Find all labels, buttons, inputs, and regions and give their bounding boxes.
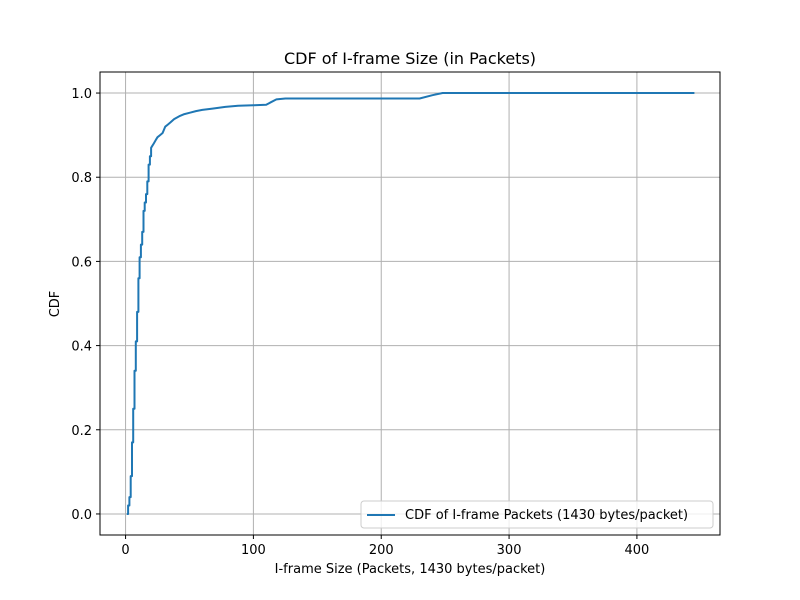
y-tick-label: 1.0: [71, 87, 92, 102]
x-tick-label: 100: [241, 543, 266, 558]
plot-frame: [99, 71, 721, 536]
x-tick-label: 400: [624, 543, 649, 558]
x-axis-label: I-frame Size (Packets, 1430 bytes/packet…: [275, 562, 546, 577]
y-tick-label: 0.8: [71, 171, 92, 186]
y-axis-label: CDF: [48, 291, 63, 318]
legend: CDF of I-frame Packets (1430 bytes/packe…: [360, 500, 714, 529]
x-tick-label: 200: [369, 543, 394, 558]
y-tick-label: 0.2: [71, 424, 92, 439]
chart-title: CDF of I-frame Size (in Packets): [284, 49, 536, 68]
series-layer: [126, 92, 695, 515]
ticks: 0 100 200 300 400 0.0 0.2 0.4 0.6 0.8 1.0: [71, 87, 649, 558]
y-tick-label: 0.0: [71, 508, 92, 523]
cdf-series-line: [126, 92, 695, 515]
y-tick-label: 0.4: [71, 340, 92, 355]
x-tick-label: 0: [121, 543, 129, 558]
y-tick-label: 0.6: [71, 255, 92, 270]
x-tick-label: 300: [497, 543, 522, 558]
legend-label: CDF of I-frame Packets (1430 bytes/packe…: [405, 508, 688, 523]
legend-box: [360, 500, 714, 529]
